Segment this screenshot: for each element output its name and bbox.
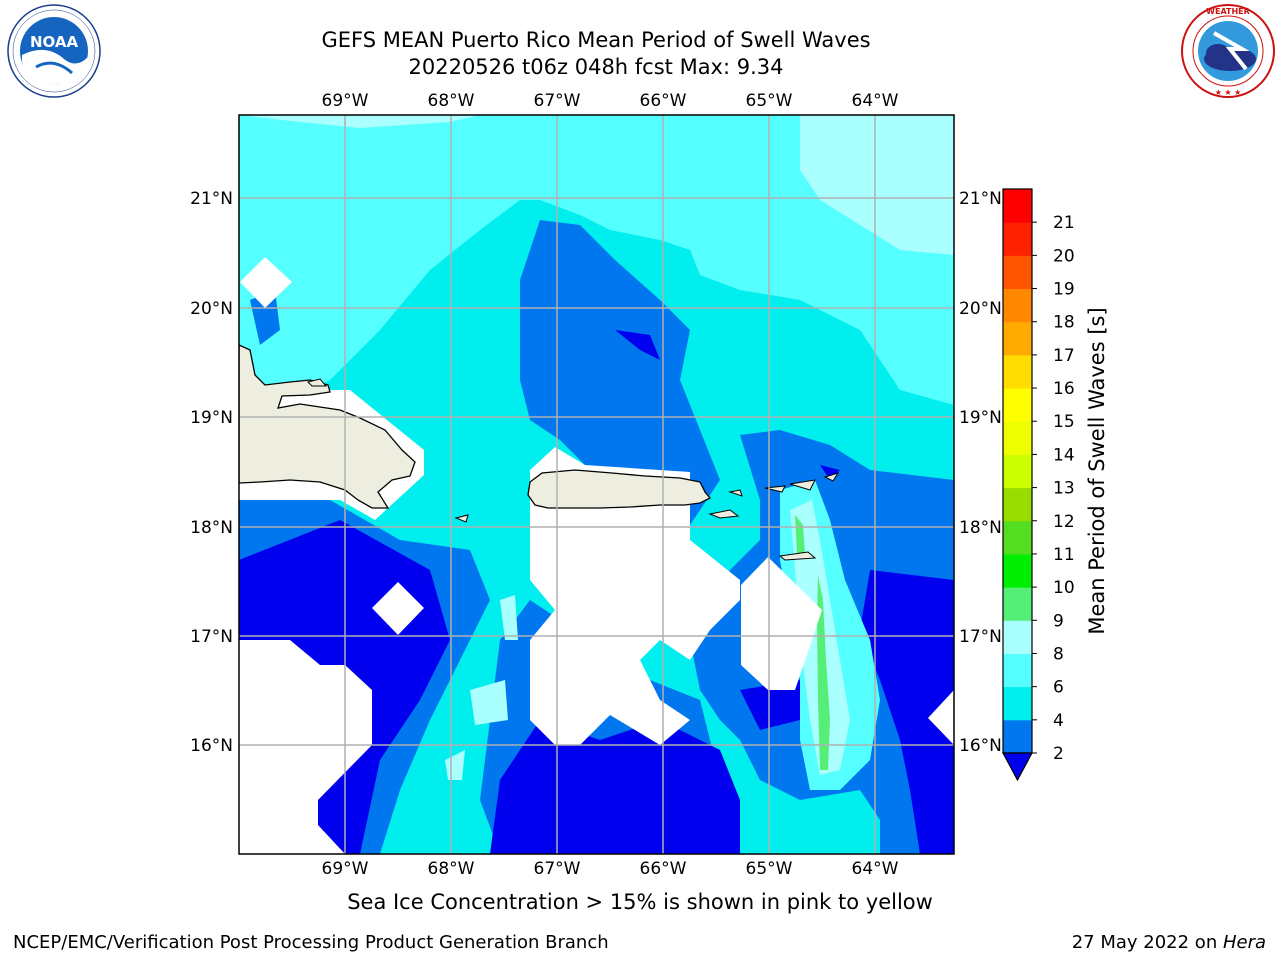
lat-tick-left: 17°N bbox=[190, 627, 233, 647]
svg-text:★ ★ ★: ★ ★ ★ bbox=[1215, 88, 1242, 97]
colorbar-tick-label: 4 bbox=[1053, 711, 1064, 731]
lon-tick-bottom: 69°W bbox=[322, 859, 369, 879]
hispaniola-land bbox=[239, 344, 416, 509]
swell-band-9-10-north bbox=[795, 515, 805, 555]
colorbar-tick-label: 20 bbox=[1053, 246, 1075, 266]
colorbar-segment bbox=[1003, 222, 1032, 256]
footer-date-text: 27 May 2022 on bbox=[1071, 932, 1223, 953]
colorbar-tick-label: 15 bbox=[1053, 412, 1075, 432]
lon-tick-bottom: 65°W bbox=[746, 859, 793, 879]
swell-band-6-8-north bbox=[239, 115, 954, 405]
colorbar-segment bbox=[1003, 321, 1032, 356]
colorbar-segment bbox=[1003, 620, 1032, 654]
colorbar-segment bbox=[1003, 354, 1032, 389]
colorbar-tick-label: 2 bbox=[1053, 744, 1064, 764]
colorbar-tick-label: 10 bbox=[1053, 578, 1075, 598]
map-frame bbox=[238, 114, 955, 855]
colorbar: 2 4 6 8 9 10 11 12 13 14 15 16 17 18 19 20 21 bbox=[1001, 188, 1075, 782]
colorbar-tick-label: 11 bbox=[1053, 545, 1075, 565]
colorbar-segment bbox=[1003, 288, 1032, 323]
sea-ice-note: Sea Ice Concentration > 15% is shown in … bbox=[347, 890, 933, 914]
footer-date: 27 May 2022 on Hera bbox=[1072, 932, 1266, 953]
lon-tick-top: 68°W bbox=[428, 91, 475, 111]
masked-area-nw bbox=[240, 257, 292, 308]
colorbar-tick-label: 6 bbox=[1053, 678, 1064, 698]
lat-tick-right: 18°N bbox=[959, 518, 1002, 538]
colorbar-segment bbox=[1003, 587, 1032, 621]
lat-tick-left: 19°N bbox=[190, 408, 233, 428]
footer-machine: Hera bbox=[1222, 932, 1266, 953]
colorbar-tick-label: 19 bbox=[1053, 280, 1075, 300]
lat-tick-right: 21°N bbox=[959, 189, 1002, 209]
lat-tick-left: 21°N bbox=[190, 189, 233, 209]
colorbar-tick-label: 13 bbox=[1053, 479, 1075, 499]
colorbar-tick-label: 21 bbox=[1053, 213, 1075, 233]
colorbar-tick-label: 8 bbox=[1053, 644, 1064, 664]
lat-tick-right: 17°N bbox=[959, 627, 1002, 647]
colorbar-segment bbox=[1003, 454, 1032, 489]
lon-tick-bottom: 64°W bbox=[852, 859, 899, 879]
footer-credit: NCEP/EMC/Verification Post Processing Pr… bbox=[13, 932, 609, 953]
lon-tick-bottom: 66°W bbox=[640, 859, 687, 879]
colorbar-segment bbox=[1003, 553, 1032, 588]
colorbar-segment bbox=[1003, 686, 1032, 721]
st-croix-land bbox=[778, 551, 817, 561]
lon-tick-top: 64°W bbox=[852, 91, 899, 111]
nws-logo: WEATHER ★ ★ ★ bbox=[1181, 4, 1275, 98]
colorbar-label: Mean Period of Swell Waves [s] bbox=[1085, 307, 1109, 635]
swell-field bbox=[239, 115, 954, 854]
noaa-logo: NOAA bbox=[7, 4, 101, 98]
colorbar-tick-label: 17 bbox=[1053, 346, 1075, 366]
colorbar-tick-label: 16 bbox=[1053, 379, 1075, 399]
lon-tick-bottom: 67°W bbox=[534, 859, 581, 879]
colorbar-segment bbox=[1003, 189, 1032, 223]
colorbar-segment bbox=[1003, 520, 1032, 555]
noaa-logo-text: NOAA bbox=[30, 33, 79, 51]
graticule bbox=[239, 115, 954, 854]
colorbar-tick-label: 18 bbox=[1053, 313, 1075, 333]
puerto-rico-land bbox=[527, 469, 712, 509]
lat-tick-right: 20°N bbox=[959, 299, 1002, 319]
swell-band-under-2-north bbox=[615, 330, 660, 360]
colorbar-segment bbox=[1003, 255, 1032, 290]
lat-tick-left: 20°N bbox=[190, 299, 233, 319]
swell-band-under-2-s bbox=[490, 720, 740, 854]
masked-area-puerto-rico bbox=[530, 447, 740, 745]
lon-tick-top: 69°W bbox=[322, 91, 369, 111]
swell-band-9-10-plume bbox=[817, 575, 830, 770]
swell-band-8-9-nw bbox=[239, 115, 480, 128]
swell-band-2-4-central bbox=[520, 220, 720, 525]
colorbar-segment bbox=[1003, 719, 1032, 754]
colorbar-segment bbox=[1003, 388, 1032, 422]
colorbar-tick-label: 9 bbox=[1053, 611, 1064, 631]
lon-tick-top: 67°W bbox=[534, 91, 581, 111]
swell-band-8-9-ne bbox=[800, 115, 954, 255]
map-title: GEFS MEAN Puerto Rico Mean Period of Swe… bbox=[321, 28, 871, 52]
lat-tick-left: 16°N bbox=[190, 736, 233, 756]
colorbar-tick-label: 12 bbox=[1053, 512, 1075, 532]
lon-tick-top: 66°W bbox=[640, 91, 687, 111]
colorbar-under-arrow bbox=[1001, 752, 1034, 782]
masked-area-mona bbox=[372, 582, 424, 635]
colorbar-segment bbox=[1003, 421, 1032, 455]
swell-band-under-2-east bbox=[860, 570, 954, 854]
masked-area-sw bbox=[239, 640, 372, 854]
lat-tick-right: 16°N bbox=[959, 736, 1002, 756]
svg-text:WEATHER: WEATHER bbox=[1206, 7, 1250, 16]
colorbar-frame bbox=[1002, 188, 1033, 754]
lat-tick-right: 19°N bbox=[959, 408, 1002, 428]
colorbar-segment bbox=[1003, 653, 1032, 688]
colorbar-segment bbox=[1003, 487, 1032, 522]
lat-tick-left: 18°N bbox=[190, 518, 233, 538]
colorbar-tick-label: 14 bbox=[1053, 445, 1075, 465]
lon-tick-top: 65°W bbox=[746, 91, 793, 111]
masked-area-virgin-islands bbox=[741, 557, 822, 690]
lon-tick-bottom: 68°W bbox=[428, 859, 475, 879]
forecast-subtitle: 20220526 t06z 048h fcst Max: 9.34 bbox=[408, 55, 784, 79]
